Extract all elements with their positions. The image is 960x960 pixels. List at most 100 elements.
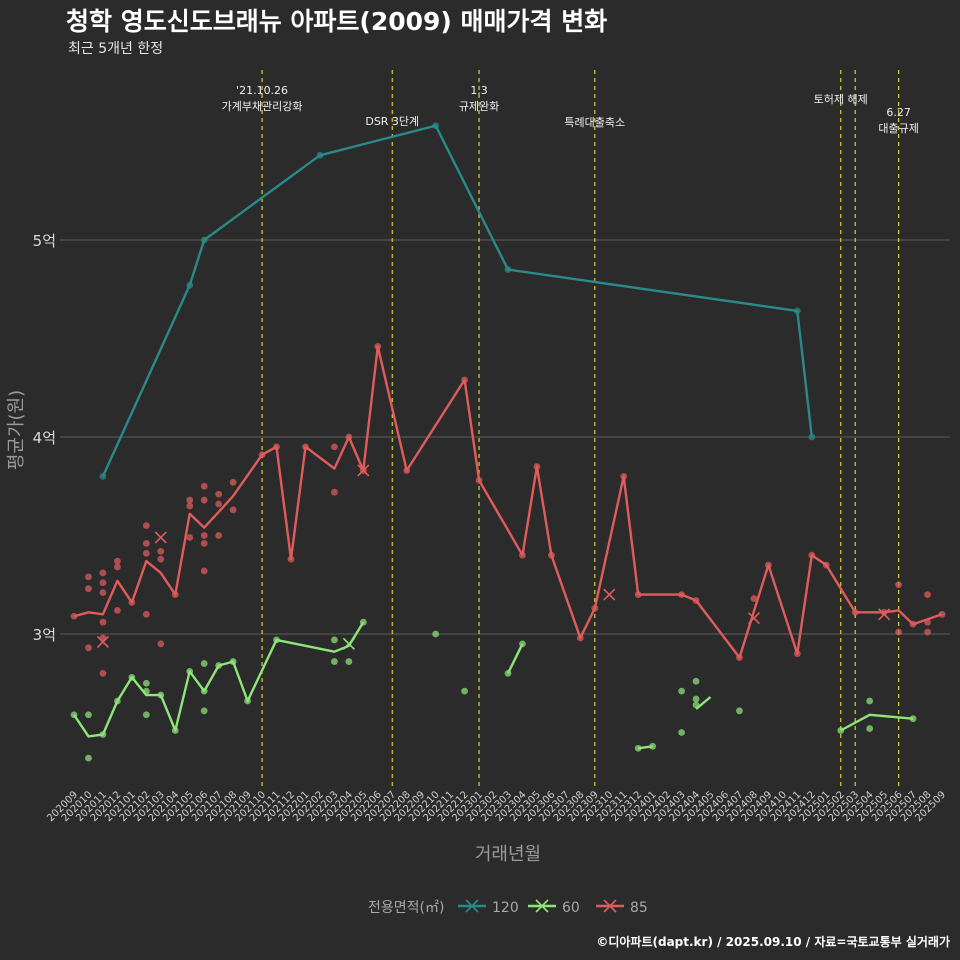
series-85-point bbox=[114, 563, 121, 571]
series-60-point bbox=[837, 727, 845, 734]
series-85-cancel-marker bbox=[357, 464, 370, 477]
series-60-point bbox=[128, 673, 136, 681]
series-85-point bbox=[258, 451, 266, 459]
series-85-point bbox=[924, 618, 931, 626]
legend: 전용면적(㎡) 120 60 85 bbox=[368, 899, 648, 916]
series-60-point bbox=[186, 668, 194, 675]
series-85-point bbox=[215, 532, 223, 539]
series-85-point bbox=[142, 549, 150, 557]
legend-title: 전용면적(㎡) bbox=[368, 900, 444, 916]
series-85-point bbox=[924, 628, 931, 636]
series-85-point bbox=[924, 591, 931, 598]
series-120-point bbox=[186, 281, 194, 289]
series-120-point bbox=[793, 307, 801, 315]
legend-label-85: 85 bbox=[630, 900, 648, 916]
series-85-point bbox=[200, 482, 208, 490]
series-60-point bbox=[142, 687, 150, 695]
series-60-point bbox=[200, 687, 208, 695]
series-60-point bbox=[504, 670, 512, 677]
event-label: 토허제 해제 bbox=[814, 92, 868, 106]
series-85-point bbox=[70, 612, 78, 620]
series-85-point bbox=[287, 555, 295, 563]
source-credit: ©디아파트(dapt.kr) / 2025.09.10 / 자료=국토교통부 실… bbox=[596, 935, 950, 949]
series-85-point bbox=[200, 532, 208, 539]
event-label: 규제완화 bbox=[459, 100, 499, 113]
cancel-stroke bbox=[603, 588, 616, 601]
series-85-point bbox=[331, 443, 338, 451]
event-label: '21.10.26 bbox=[236, 84, 288, 97]
cancel-stroke bbox=[878, 608, 891, 621]
series-85-point bbox=[186, 496, 194, 504]
series-85-point bbox=[229, 506, 237, 514]
series-85-point bbox=[157, 547, 165, 555]
series-85-cancel-marker bbox=[154, 531, 167, 544]
series-85-point bbox=[215, 500, 223, 508]
series-60-point bbox=[866, 725, 874, 732]
x-axis-title: 거래년월 bbox=[475, 844, 541, 865]
series-85-point bbox=[938, 610, 946, 618]
event-label: DSR 3단계 bbox=[365, 115, 419, 128]
series-60-point bbox=[359, 618, 367, 626]
series-60-point bbox=[519, 640, 526, 648]
series-85-point bbox=[548, 551, 555, 559]
series-120-point bbox=[200, 236, 208, 244]
series-85-cancel-marker bbox=[603, 588, 616, 601]
series-60-point bbox=[70, 711, 78, 719]
series-85-point bbox=[85, 585, 92, 593]
event-label: 특례대출축소 bbox=[564, 116, 625, 129]
series-85-point bbox=[99, 670, 107, 677]
series-85-point bbox=[85, 573, 92, 581]
event-label: 가계부채관리강화 bbox=[222, 100, 303, 113]
series-85-point bbox=[793, 650, 801, 658]
series-85-point bbox=[519, 551, 526, 559]
series-60-point bbox=[331, 636, 338, 644]
series-85-point bbox=[200, 567, 208, 575]
cancel-stroke bbox=[342, 637, 355, 650]
series-85-point bbox=[634, 591, 642, 598]
series-85-point bbox=[142, 539, 150, 547]
series-85-point bbox=[403, 467, 411, 474]
series-85-point bbox=[736, 654, 743, 662]
series-85-point bbox=[895, 581, 902, 589]
series-60-point bbox=[142, 711, 150, 719]
series-60-line bbox=[73, 621, 365, 738]
series-85-point bbox=[99, 579, 107, 587]
series-85-cancel-marker bbox=[747, 612, 760, 625]
legend-swatch-cross bbox=[603, 899, 617, 913]
series-85-point bbox=[157, 640, 165, 648]
series-60-point bbox=[736, 707, 743, 715]
series-85-point bbox=[229, 478, 237, 486]
series-60-point bbox=[345, 658, 353, 665]
legend-label-60: 60 bbox=[562, 900, 580, 916]
series-85-point bbox=[142, 610, 150, 618]
series-60-point bbox=[331, 658, 338, 665]
event-label: 대출규제 bbox=[878, 122, 918, 135]
series-85-point bbox=[128, 599, 136, 606]
series-120-point bbox=[808, 433, 816, 441]
series-60-point bbox=[215, 662, 223, 669]
series-85-point bbox=[808, 551, 816, 559]
series-85-point bbox=[302, 443, 309, 451]
series-85-point bbox=[99, 569, 107, 577]
series-60-point bbox=[866, 697, 874, 705]
event-label: 1.3 bbox=[470, 84, 488, 97]
cancel-stroke bbox=[154, 531, 167, 544]
chart-title: 청학 영도신도브래뉴 아파트(2009) 매매가격 변화 bbox=[66, 7, 608, 36]
series-85-point bbox=[374, 342, 382, 350]
series-85-point bbox=[765, 561, 772, 569]
series-60-point bbox=[649, 742, 657, 750]
series-85-point bbox=[114, 606, 121, 614]
series-85-point bbox=[880, 608, 888, 616]
series-85-point bbox=[678, 591, 685, 598]
series-85-point bbox=[620, 473, 628, 480]
series-120-point bbox=[316, 151, 324, 159]
series-60-point bbox=[200, 660, 208, 667]
series-85-point bbox=[99, 618, 107, 626]
series-85-point bbox=[692, 597, 700, 604]
series-60-point bbox=[692, 701, 700, 709]
series-120-line bbox=[101, 124, 813, 477]
series-60-point bbox=[273, 636, 280, 644]
series-60-point bbox=[692, 677, 700, 685]
event-label: 6.27 bbox=[886, 106, 911, 119]
